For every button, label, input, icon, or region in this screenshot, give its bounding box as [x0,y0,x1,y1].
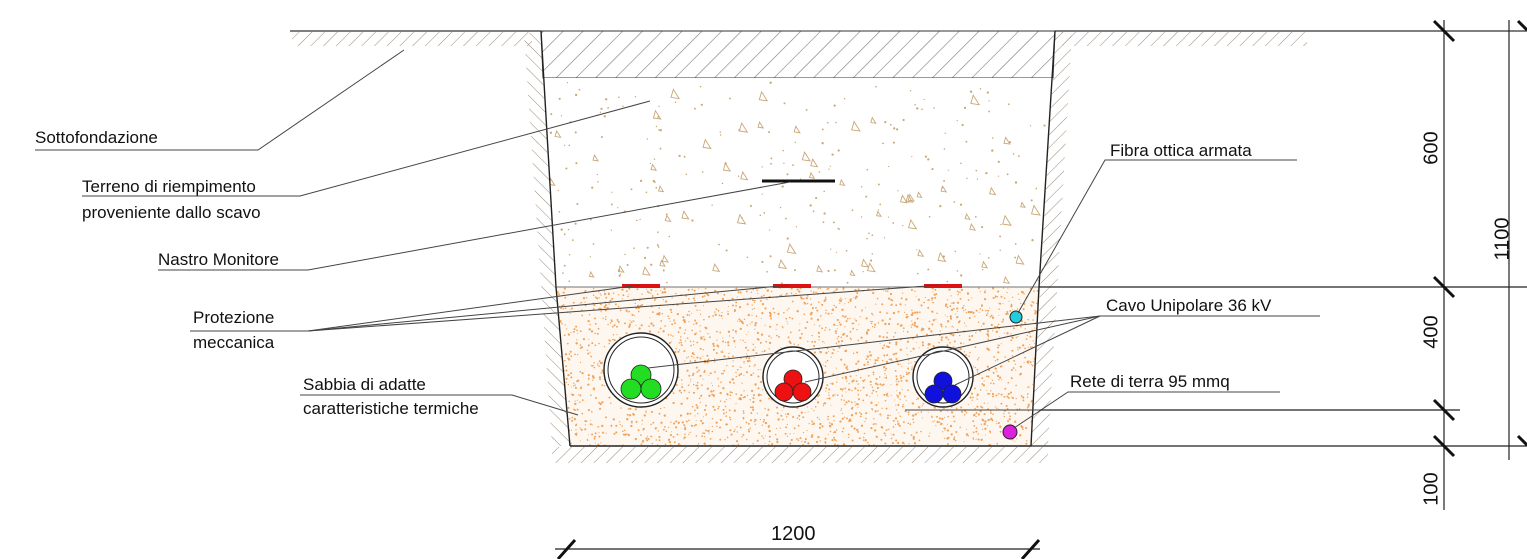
wall-hatch-right [1031,31,1072,446]
road-base-layer [540,30,1056,79]
protection-plate-2 [773,284,811,288]
dim-1200: 1200 [771,523,816,545]
leader-lines [35,49,1320,429]
cable-group-blue [912,346,974,408]
label-sabbia-line1: Sabbia di adatte [303,375,426,394]
ground-hatch-left [292,32,532,46]
label-protezione-line1: Protezione [193,308,275,327]
dim-400: 400 [1420,315,1443,349]
label-rete-di-terra: Rete di terra 95 mmq [1070,372,1230,391]
cable-group-red [762,346,824,408]
cable-group-green [603,332,679,408]
rete-di-terra [1002,424,1018,440]
label-sottofondazione: Sottofondazione [35,128,158,147]
dimension-ticks [556,19,1527,559]
label-protezione-line2: meccanica [193,333,275,352]
protection-plate-3 [924,284,962,288]
label-fibra-ottica: Fibra ottica armata [1110,141,1252,160]
wall-hatch-left [524,31,570,446]
protection-plate-1 [622,284,660,288]
label-terreno-line2: proveniente dallo scavo [82,203,261,222]
dim-100: 100 [1420,472,1443,506]
label-nastro-monitore: Nastro Monitore [158,250,279,269]
label-sabbia-line2: caratteristiche termiche [303,399,479,418]
dim-1100: 1100 [1491,217,1514,261]
bottom-hatch [552,447,1048,463]
fibra-ottica [1009,310,1023,324]
dim-600: 600 [1420,131,1443,165]
label-cavo-unipolare: Cavo Unipolare 36 kV [1106,296,1272,315]
label-terreno-line1: Terreno di riempimento [82,177,256,196]
ground-hatch-right [1062,32,1307,46]
